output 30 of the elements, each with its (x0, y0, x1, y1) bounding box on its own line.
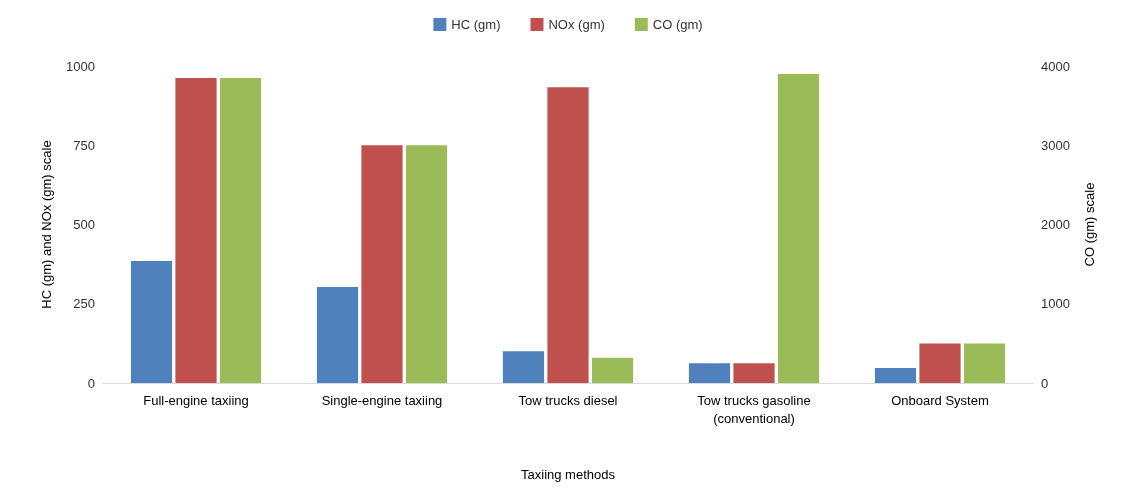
x-tick-label: Single-engine taxiing (321, 392, 443, 408)
bar (591, 357, 634, 383)
x-axis-title: Taxiing methods (521, 467, 616, 482)
bar (502, 351, 545, 383)
y2-tick-label: 3000 (1041, 137, 1070, 153)
y2-tick-label: 1000 (1041, 296, 1070, 312)
bar (733, 363, 775, 383)
x-tick-label: Tow trucks gasoline (conventional) (697, 392, 811, 426)
y-tick-label: 0 (87, 375, 95, 391)
y2-tick-label: 2000 (1041, 217, 1070, 232)
bar (688, 363, 731, 383)
y-tick-label: 1000 (66, 58, 95, 74)
legend-label: HC (gm) (451, 17, 501, 32)
y-tick-label: 500 (73, 217, 95, 232)
y-tick-label: 750 (73, 137, 95, 153)
legend-label: NOx (gm) (548, 17, 605, 32)
x-tick-label: Full-engine taxiing (143, 392, 249, 408)
legend-label: CO (gm) (652, 17, 703, 32)
y-axis-title: HC (gm) and NOx (gm) scale (39, 140, 54, 309)
bar (874, 368, 917, 383)
x-tick-label: Onboard System (891, 392, 989, 408)
y-tick-label: 250 (73, 296, 95, 312)
bar (777, 73, 820, 383)
bar (547, 87, 589, 383)
bar (130, 260, 173, 383)
y2-tick-label: 4000 (1041, 58, 1070, 74)
y2-axis-title: CO (gm) scale (1082, 182, 1097, 267)
bar (316, 286, 359, 383)
x-tick-label: Tow trucks diesel (518, 392, 618, 408)
y2-tick-label: 0 (1041, 375, 1049, 391)
